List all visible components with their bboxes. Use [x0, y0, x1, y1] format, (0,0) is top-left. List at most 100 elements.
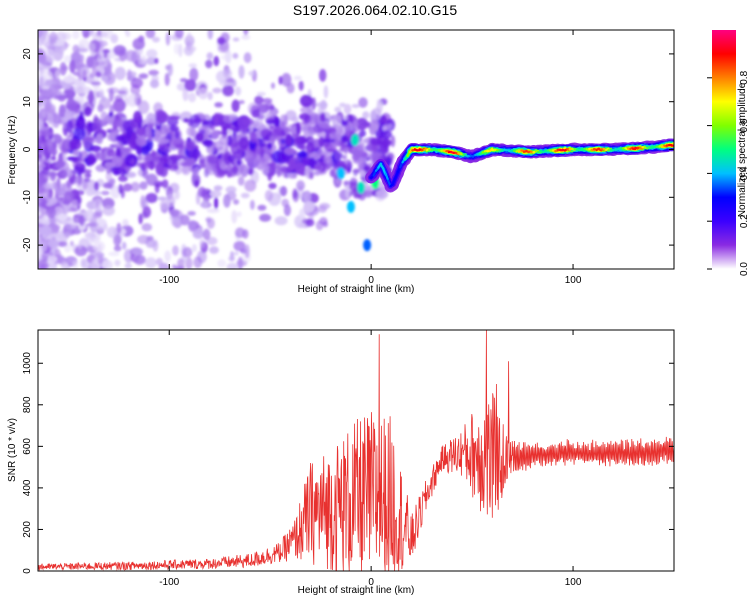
spectrogram-noise-blob	[231, 210, 238, 224]
spectrogram-noise-blob	[217, 37, 226, 45]
spectrogram-noise-blob	[296, 151, 308, 158]
spectrogram-noise-blob	[186, 32, 193, 46]
spectrogram-noise-blob	[69, 130, 74, 138]
spectrogram-noise-blob	[141, 144, 150, 156]
spectrogram-noise-blob	[331, 115, 342, 127]
spectrogram-noise-blob	[42, 182, 56, 190]
spectrogram-noise-blob	[47, 255, 58, 263]
spectrogram-noise-blob	[285, 133, 293, 147]
spectrogram-noise-blob	[73, 149, 79, 156]
spectrogram-noise-blob	[351, 104, 360, 108]
spectrogram-noise-blob	[293, 75, 302, 81]
spectrogram-noise-blob	[207, 155, 220, 164]
spectrogram-noise-blob	[97, 255, 104, 265]
spectrogram-noise-blob	[182, 247, 193, 258]
spectrogram-noise-blob	[369, 137, 382, 146]
spectrogram-noise-blob	[108, 111, 114, 118]
spectrogram-noise-blob	[243, 30, 249, 36]
spectrogram-noise-blob	[110, 33, 119, 44]
spectrogram-noise-blob	[212, 87, 222, 94]
spectrogram-noise-blob	[38, 142, 44, 149]
spectrogram-noise-blob	[287, 172, 298, 179]
spectrogram-noise-blob	[256, 91, 266, 97]
spectrogram-noise-blob	[92, 67, 105, 76]
spectrogram-noise-blob	[76, 115, 86, 129]
spectrogram-ridge-segment	[605, 147, 610, 151]
spectrogram-noise-blob	[66, 179, 74, 186]
spectrogram-noise-blob	[163, 163, 170, 168]
spectrogram-noise-blob	[73, 166, 85, 175]
spectrogram-noise-blob	[230, 147, 238, 153]
spectrogram-noise-blob	[49, 215, 56, 226]
spectrogram-noise-blob	[386, 152, 395, 161]
spectrogram-transition-blob	[363, 239, 372, 252]
spectrogram-noise-blob	[154, 183, 160, 194]
spectrogram-noise-blob	[193, 256, 203, 269]
spectrogram-noise-blob	[115, 147, 122, 159]
spectrogram-noise-blob	[303, 201, 315, 213]
spectrogram-noise-blob	[141, 223, 153, 232]
spectrogram-noise-blob	[274, 165, 280, 175]
spectrogram-noise-blob	[281, 198, 290, 208]
spectrogram-noise-blob	[164, 144, 169, 155]
spectrogram-noise-blob	[316, 158, 325, 163]
spectrogram-noise-blob	[362, 111, 370, 119]
spectrogram-noise-blob	[174, 30, 184, 39]
spectrogram-transition-blob	[346, 200, 355, 213]
spectrogram-noise-blob	[223, 69, 233, 78]
spectrogram-noise-blob	[184, 79, 197, 92]
spectrogram-noise-blob	[255, 147, 266, 155]
spectrogram-noise-blob	[101, 259, 113, 269]
spectrogram-noise-blob	[152, 36, 160, 43]
spectrogram-noise-blob	[86, 222, 99, 227]
spectrogram-noise-blob	[72, 127, 86, 141]
spectrogram-noise-blob	[298, 80, 304, 91]
spectrogram-noise-blob	[356, 117, 368, 131]
spectrogram-noise-blob	[197, 186, 207, 198]
spectrogram-noise-blob	[195, 132, 204, 142]
spectrogram-noise-blob	[38, 135, 43, 143]
spectrogram-noise-blob	[112, 156, 123, 168]
spectrogram-noise-blob	[294, 162, 305, 175]
spectrogram-noise-blob	[38, 117, 44, 131]
spectrogram-noise-blob	[345, 185, 350, 199]
spectrogram-noise-blob	[38, 219, 48, 224]
spectrogram-noise-blob	[95, 133, 104, 145]
spectrogram-noise-blob	[303, 190, 312, 204]
spectrogram-noise-blob	[79, 67, 91, 78]
spectrogram-noise-blob	[237, 176, 245, 186]
colorbar-tick-label: 0.2	[739, 214, 750, 228]
spectrogram-noise-blob	[243, 52, 252, 64]
spectrogram-noise-blob	[38, 245, 43, 259]
snr-x-tick-label: 0	[368, 577, 374, 588]
spectrogram-noise-blob	[237, 256, 243, 269]
snr-frame	[37, 329, 675, 572]
spectrogram-noise-blob	[78, 38, 90, 52]
spectrogram-noise-blob	[254, 95, 264, 105]
spectrogram-noise-blob	[110, 185, 121, 199]
spectrogram-noise-blob	[145, 30, 156, 39]
spectrogram-noise-blob	[192, 167, 200, 176]
spectrogram-noise-blob	[231, 99, 240, 113]
spectrogram-noise-blob	[145, 257, 157, 269]
spectrogram-y-ticks: -20 -10 0 10 20	[22, 48, 674, 252]
spectrogram-noise-blob	[213, 112, 219, 127]
spectrogram-noise-blob	[232, 52, 239, 59]
spectrogram-noise-blob	[102, 205, 115, 216]
spectrogram-noise-blob	[242, 229, 249, 239]
spectrogram-noise-blob	[145, 125, 149, 138]
spectrogram-noise-blob	[187, 211, 196, 216]
spectrogram-noise-blob	[175, 143, 184, 149]
spectrogram-noise-blob	[244, 150, 255, 163]
spectrogram-noise-blob	[309, 112, 319, 126]
spectrogram-noise-blob	[236, 211, 242, 217]
spectrogram-noise-blob	[58, 138, 70, 152]
spectrogram-noise-blob	[90, 81, 101, 86]
spectrogram-noise-blob	[343, 103, 352, 115]
spectrogram-noise-blob	[183, 118, 190, 123]
spectrogram-noise-blob	[106, 112, 116, 123]
spectrogram-noise-blob	[104, 66, 112, 77]
spectrogram-noise-blob	[84, 76, 96, 84]
spectrogram-noise-blob	[188, 150, 201, 159]
spectrogram-noise-blob	[185, 257, 193, 269]
